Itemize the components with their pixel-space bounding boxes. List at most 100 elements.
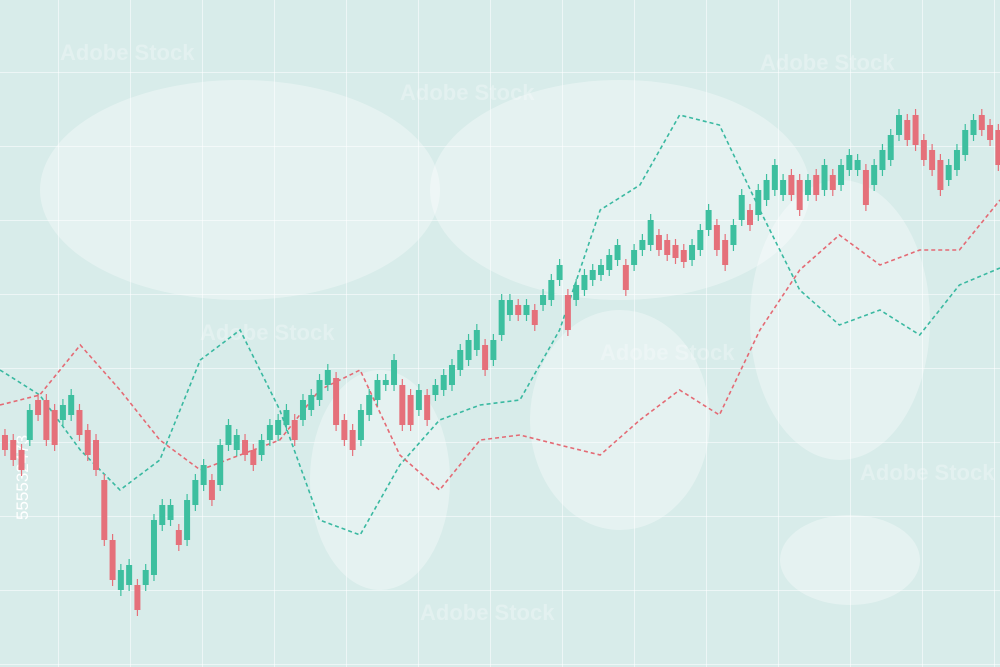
- candle-body: [788, 175, 795, 195]
- candle-body: [680, 250, 687, 262]
- candle-body: [391, 360, 398, 385]
- candle-body: [796, 180, 803, 210]
- candle-body: [647, 220, 654, 245]
- candle-body: [506, 300, 513, 315]
- candle-body: [192, 480, 199, 505]
- candle-body: [424, 395, 431, 420]
- candle-body: [937, 160, 944, 190]
- candle-body: [175, 530, 182, 545]
- candle-body: [912, 115, 919, 145]
- candle-body: [490, 340, 497, 360]
- candle-body: [258, 440, 265, 455]
- candle-body: [730, 225, 737, 245]
- candle-body: [804, 180, 811, 195]
- candle-body: [738, 195, 745, 220]
- candle-body: [407, 395, 414, 425]
- candle-body: [217, 445, 224, 485]
- candle-body: [887, 135, 894, 160]
- candle-body: [51, 410, 58, 445]
- candle-body: [26, 410, 33, 440]
- candle-body: [473, 330, 480, 350]
- candle-body: [482, 345, 489, 370]
- candle-body: [862, 170, 869, 205]
- candle-body: [68, 395, 75, 415]
- candle-body: [581, 275, 588, 290]
- candle-body: [962, 130, 969, 155]
- candle-body: [771, 165, 778, 190]
- candle-body: [308, 395, 315, 410]
- candle-body: [233, 435, 240, 450]
- candle-body: [846, 155, 853, 170]
- candle-body: [299, 400, 306, 420]
- candle-body: [631, 250, 638, 265]
- candle-body: [838, 165, 845, 185]
- candle-body: [540, 295, 547, 305]
- candle-body: [498, 300, 505, 335]
- candle-body: [35, 400, 42, 415]
- candle-body: [357, 410, 364, 440]
- candle-body: [324, 370, 331, 385]
- candle-body: [763, 180, 770, 200]
- candle-body: [1, 435, 8, 450]
- candle-body: [813, 175, 820, 195]
- candle-body: [415, 390, 422, 410]
- candle-body: [465, 340, 472, 360]
- candle-body: [109, 540, 116, 580]
- candle-body: [84, 430, 91, 455]
- candle-body: [316, 380, 323, 400]
- candle-body: [275, 420, 282, 435]
- candle-body: [101, 480, 108, 540]
- candle-body: [829, 175, 836, 190]
- candle-body: [374, 380, 381, 400]
- candle-body: [382, 380, 389, 385]
- candle-body: [995, 130, 1000, 165]
- candle-body: [43, 400, 50, 440]
- candle-body: [821, 165, 828, 190]
- candle-body: [399, 385, 406, 425]
- candle-body: [440, 375, 447, 390]
- candle-body: [10, 440, 17, 460]
- watermark: Adobe Stock: [400, 80, 535, 105]
- candle-body: [548, 280, 555, 300]
- candle-body: [200, 465, 207, 485]
- watermark: Adobe Stock: [860, 460, 995, 485]
- candle-body: [987, 125, 994, 140]
- candle-body: [722, 240, 729, 265]
- candle-body: [945, 165, 952, 180]
- candle-body: [564, 295, 571, 330]
- candle-body: [117, 570, 124, 590]
- candle-body: [523, 305, 530, 315]
- candle-body: [341, 420, 348, 440]
- candle-body: [250, 450, 257, 465]
- candle-body: [59, 405, 66, 420]
- candle-body: [597, 265, 604, 275]
- candle-body: [970, 120, 977, 135]
- candle-body: [705, 210, 712, 230]
- candle-body: [159, 505, 166, 525]
- candle-body: [283, 410, 290, 425]
- candle-body: [879, 150, 886, 170]
- candle-body: [780, 180, 787, 195]
- candle-body: [871, 165, 878, 185]
- candle-body: [134, 585, 141, 610]
- candle-body: [573, 285, 580, 300]
- candle-body: [622, 265, 629, 290]
- indicator-line: [0, 114, 1000, 536]
- stock-id: 555532473: [13, 435, 32, 520]
- candle-body: [904, 120, 911, 140]
- candle-body: [953, 150, 960, 170]
- candle-body: [266, 425, 273, 440]
- candle-body: [689, 245, 696, 260]
- candle-body: [929, 150, 936, 170]
- candle-body: [225, 425, 232, 445]
- candle-body: [167, 505, 174, 520]
- candle-body: [556, 265, 563, 280]
- watermark: Adobe Stock: [760, 50, 895, 75]
- candle-body: [76, 410, 83, 435]
- candle-body: [457, 350, 464, 370]
- candle-body: [242, 440, 249, 455]
- candle-body: [664, 240, 671, 255]
- watermark: Adobe Stock: [60, 40, 195, 65]
- candle-body: [755, 190, 762, 215]
